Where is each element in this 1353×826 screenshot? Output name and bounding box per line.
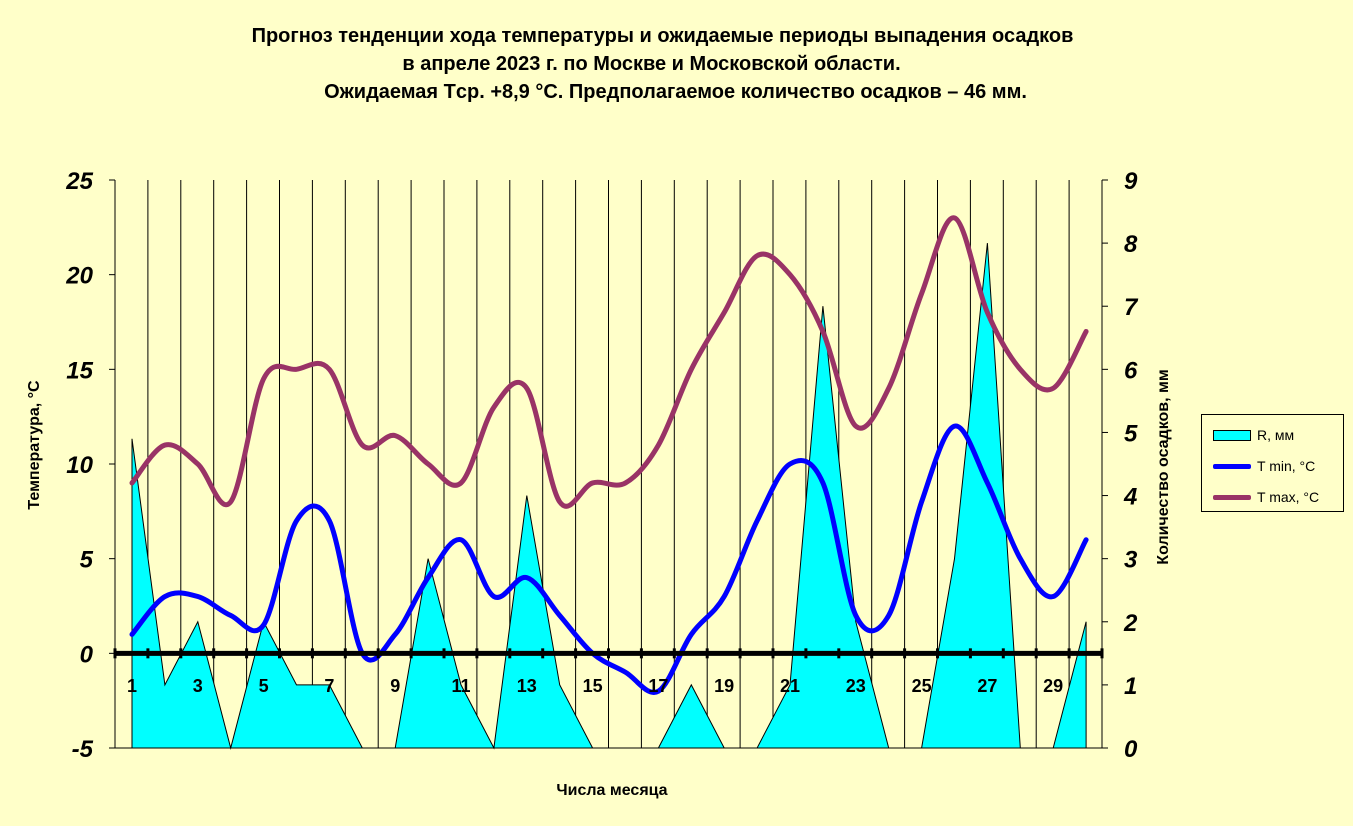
y-tick-label: 25 xyxy=(65,168,93,195)
x-tick-label: 15 xyxy=(583,676,603,696)
axes xyxy=(109,179,1108,749)
tmin-series-line xyxy=(129,423,1089,695)
x-tick-label: 27 xyxy=(977,676,997,696)
chart-title-line-1: Прогноз тенденции хода температуры и ожи… xyxy=(251,25,1074,47)
y2-tick-label: 9 xyxy=(1124,168,1138,195)
legend-item-tmin: T min, °С xyxy=(1202,456,1315,476)
x-tick-label: 23 xyxy=(846,676,866,696)
y-tick-label: 20 xyxy=(65,263,93,290)
y2-tick-label: 0 xyxy=(1124,736,1138,763)
legend-item-precipitation: R, мм xyxy=(1202,425,1294,445)
x-tick-label: 9 xyxy=(390,676,400,696)
x-tick-label: 1 xyxy=(127,676,137,696)
y2-tick-label: 4 xyxy=(1123,484,1137,511)
y-tick-label: 15 xyxy=(66,357,93,384)
precipitation-area xyxy=(131,243,1087,750)
x-tick-label: 25 xyxy=(912,676,932,696)
legend-swatch-precipitation xyxy=(1213,429,1251,441)
legend-label-tmax: T max, °С xyxy=(1257,489,1320,505)
chart-title-line-3: Ожидаемая Tср. +8,9 °С. Предполагаемое к… xyxy=(324,81,1027,103)
y2-tick-label: 1 xyxy=(1124,673,1137,700)
legend-swatch-tmin xyxy=(1213,463,1251,469)
y-tick-label: 5 xyxy=(80,547,94,574)
x-tick-label: 19 xyxy=(714,676,734,696)
x-axis-title: Числа месяца xyxy=(556,782,667,799)
legend-label-tmin: T min, °С xyxy=(1257,458,1316,474)
x-tick-label: 29 xyxy=(1043,676,1063,696)
chart-title-line-2: в апреле 2023 г. по Москве и Московской … xyxy=(402,53,901,75)
x-tick-label: 3 xyxy=(193,676,203,696)
temperature-lines xyxy=(129,215,1089,695)
precipitation-series-area xyxy=(131,243,1087,750)
legend-item-tmax: T max, °С xyxy=(1202,487,1319,507)
y2-tick-label: 8 xyxy=(1124,231,1138,258)
x-tick-label: 5 xyxy=(259,676,269,696)
legend: R, мм T min, °С T max, °С xyxy=(1201,414,1344,512)
y2-tick-label: 5 xyxy=(1124,420,1138,447)
y2-tick-label: 6 xyxy=(1124,357,1138,384)
y-tick-label: -5 xyxy=(72,736,94,763)
y2-axis-title: Количество осадков, мм xyxy=(1155,369,1172,564)
legend-swatch-tmax xyxy=(1213,494,1251,500)
y-axis-title: Температура, °С xyxy=(26,380,43,510)
tmax-series-line xyxy=(129,215,1089,509)
x-tick-label: 11 xyxy=(451,676,470,696)
x-tick-label: 7 xyxy=(324,676,334,696)
y2-tick-label: 2 xyxy=(1123,610,1138,637)
y2-tick-label: 7 xyxy=(1124,294,1139,321)
x-tick-label: 17 xyxy=(648,676,668,696)
x-tick-label: 21 xyxy=(780,676,800,696)
x-tick-label: 13 xyxy=(517,676,537,696)
y-tick-label: 10 xyxy=(66,452,93,479)
chart-title: Прогноз тенденции хода температуры и ожи… xyxy=(0,22,1353,106)
y-tick-label: 0 xyxy=(80,641,94,668)
y2-tick-label: 3 xyxy=(1124,547,1138,574)
legend-label-precipitation: R, мм xyxy=(1257,427,1295,443)
